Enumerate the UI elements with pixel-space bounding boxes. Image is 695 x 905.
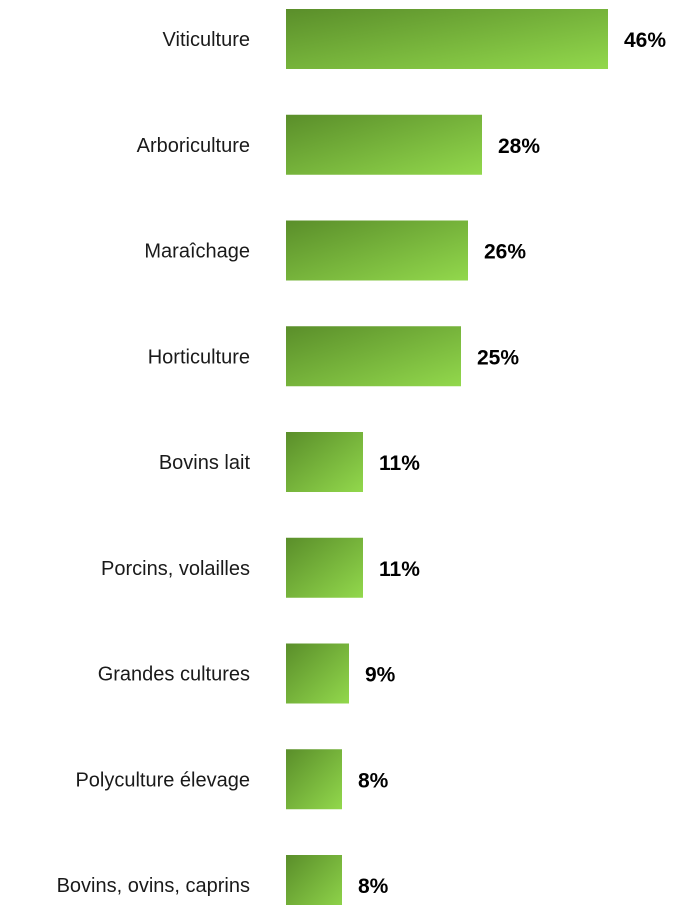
bar <box>286 432 363 492</box>
category-label: Arboriculture <box>137 135 250 157</box>
value-label: 11% <box>379 452 420 475</box>
value-label: 25% <box>477 346 519 369</box>
value-label: 8% <box>358 769 389 792</box>
bar <box>286 749 342 810</box>
category-label: Bovins, ovins, caprins <box>57 875 250 897</box>
bar <box>286 326 461 387</box>
chart-rows: Viticulture 46% Arboriculture 28% Maraîchage… <box>57 9 666 905</box>
value-label: 9% <box>365 664 396 687</box>
category-label: Polyculture élevage <box>75 769 250 791</box>
category-label: Viticulture <box>163 29 250 51</box>
category-label: Porcins, volailles <box>101 558 250 580</box>
value-label: 46% <box>624 29 666 52</box>
value-label: 26% <box>484 241 526 264</box>
bar <box>286 114 482 175</box>
bar <box>286 9 608 69</box>
bar <box>286 220 468 281</box>
bar <box>286 643 349 704</box>
bar <box>286 537 363 598</box>
category-label: Grandes cultures <box>98 664 250 686</box>
value-label: 28% <box>498 135 540 158</box>
bar <box>286 855 342 905</box>
category-label: Bovins lait <box>159 452 251 474</box>
category-label: Maraîchage <box>144 241 250 263</box>
value-label: 8% <box>358 875 389 898</box>
category-label: Horticulture <box>148 346 250 368</box>
value-label: 11% <box>379 558 420 581</box>
